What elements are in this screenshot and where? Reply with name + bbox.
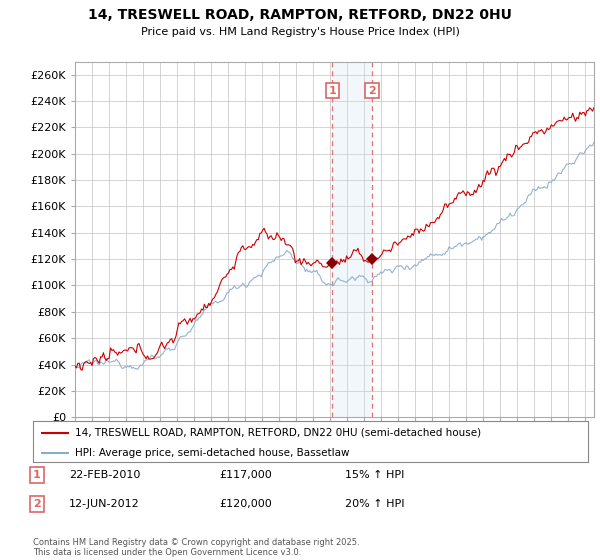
- Text: 2: 2: [368, 86, 376, 96]
- Bar: [332, 62, 372, 417]
- Text: 22-FEB-2010: 22-FEB-2010: [69, 470, 140, 480]
- Text: 1: 1: [328, 86, 336, 96]
- Text: 14, TRESWELL ROAD, RAMPTON, RETFORD, DN22 0HU (semi-detached house): 14, TRESWELL ROAD, RAMPTON, RETFORD, DN2…: [74, 428, 481, 437]
- Text: 15% ↑ HPI: 15% ↑ HPI: [345, 470, 404, 480]
- Text: 20% ↑ HPI: 20% ↑ HPI: [345, 499, 404, 509]
- Text: £117,000: £117,000: [219, 470, 272, 480]
- Text: 1: 1: [33, 470, 41, 480]
- Text: 12-JUN-2012: 12-JUN-2012: [69, 499, 140, 509]
- Text: HPI: Average price, semi-detached house, Bassetlaw: HPI: Average price, semi-detached house,…: [74, 448, 349, 458]
- Text: £120,000: £120,000: [219, 499, 272, 509]
- Text: Price paid vs. HM Land Registry's House Price Index (HPI): Price paid vs. HM Land Registry's House …: [140, 27, 460, 37]
- Text: 14, TRESWELL ROAD, RAMPTON, RETFORD, DN22 0HU: 14, TRESWELL ROAD, RAMPTON, RETFORD, DN2…: [88, 8, 512, 22]
- Text: 2: 2: [33, 499, 41, 509]
- Text: Contains HM Land Registry data © Crown copyright and database right 2025.
This d: Contains HM Land Registry data © Crown c…: [33, 538, 359, 557]
